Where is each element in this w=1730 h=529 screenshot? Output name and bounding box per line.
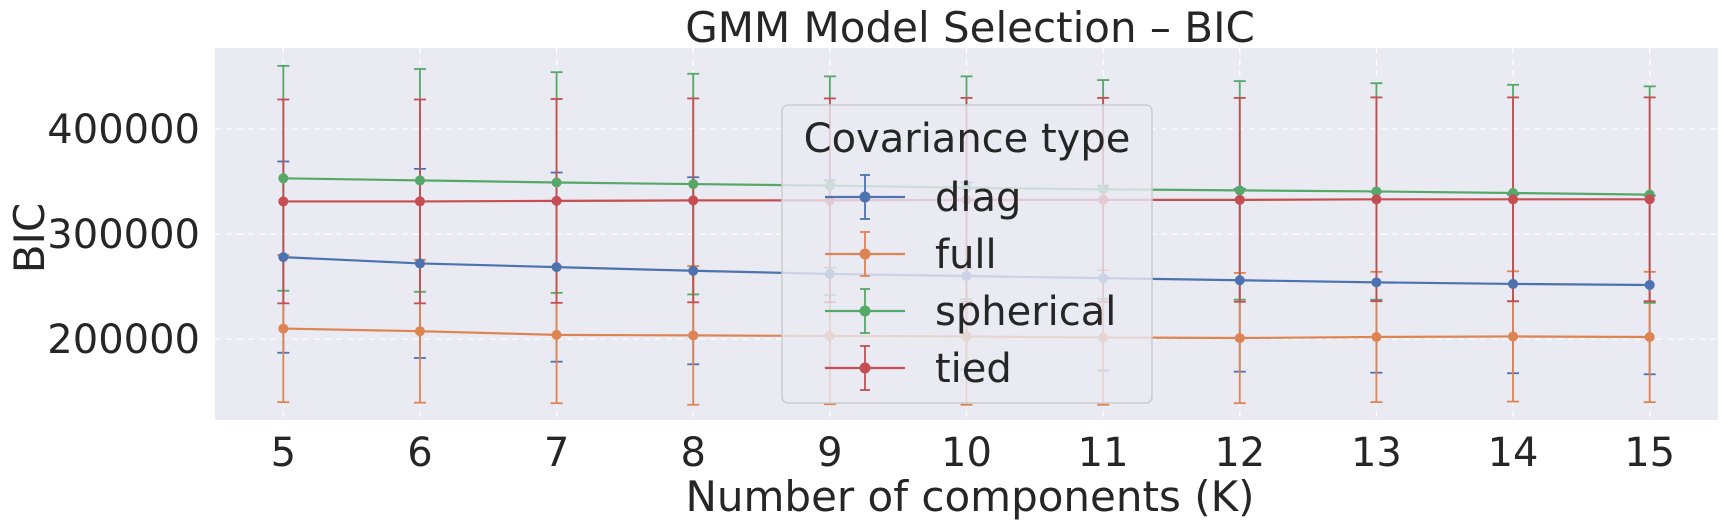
legend-label-full: full [935, 232, 997, 278]
legend: Covariance type diag full spherical tied [781, 104, 1153, 404]
data-point-full [414, 326, 425, 337]
legend-label-spherical: spherical [935, 289, 1116, 335]
data-point-tied [278, 196, 289, 207]
x-axis-ticks: 5 6 7 8 9 10 11 12 13 14 15 [271, 430, 1676, 476]
data-point-spherical [278, 173, 289, 184]
data-point-spherical [1234, 185, 1245, 196]
chart-title: GMM Model Selection – BIC [685, 3, 1255, 52]
data-point-full [1508, 331, 1519, 342]
x-tick-label: 7 [544, 430, 569, 476]
x-axis-label: Number of components (K) [685, 472, 1254, 521]
data-point-tied [1644, 194, 1655, 205]
data-point-spherical [414, 175, 425, 186]
legend-label-tied: tied [935, 346, 1012, 392]
x-tick-label: 14 [1488, 430, 1539, 476]
y-tick-label: 400000 [47, 107, 200, 153]
legend-items: diag full spherical tied [825, 174, 1116, 392]
x-tick-label: 15 [1624, 430, 1675, 476]
data-point-diag [1234, 275, 1245, 286]
x-tick-label: 12 [1214, 430, 1265, 476]
x-tick-label: 13 [1351, 430, 1402, 476]
y-tick-label: 300000 [47, 212, 200, 258]
data-point-tied [551, 195, 562, 206]
data-point-diag [278, 252, 289, 263]
data-point-full [1371, 331, 1382, 342]
x-tick-label: 6 [407, 430, 432, 476]
data-point-spherical [688, 179, 699, 190]
data-point-full [1234, 333, 1245, 344]
data-point-diag [551, 262, 562, 273]
y-axis-ticks: 200000 300000 400000 [47, 107, 200, 363]
y-tick-label: 200000 [47, 317, 200, 363]
data-point-tied [1234, 194, 1245, 205]
legend-marker-spherical [859, 305, 871, 317]
legend-title: Covariance type [804, 116, 1131, 162]
y-axis-label: BIC [5, 203, 54, 274]
data-point-tied [414, 196, 425, 207]
data-point-spherical [551, 177, 562, 188]
data-point-diag [1508, 278, 1519, 289]
data-point-full [278, 323, 289, 334]
legend-marker-diag [859, 191, 871, 203]
data-point-tied [1371, 194, 1382, 205]
data-point-tied [688, 195, 699, 206]
x-tick-label: 9 [817, 430, 842, 476]
data-point-full [688, 330, 699, 341]
legend-marker-full [859, 248, 871, 260]
data-point-full [551, 329, 562, 340]
data-point-diag [688, 265, 699, 276]
data-point-full [1644, 331, 1655, 342]
legend-marker-tied [859, 362, 871, 374]
x-tick-label: 10 [941, 430, 992, 476]
data-point-diag [1371, 277, 1382, 288]
x-tick-label: 11 [1078, 430, 1129, 476]
x-tick-label: 8 [681, 430, 706, 476]
data-point-tied [1508, 194, 1519, 205]
legend-label-diag: diag [935, 175, 1021, 221]
x-tick-label: 5 [271, 430, 296, 476]
legend-box [781, 104, 1153, 404]
data-point-diag [414, 258, 425, 269]
data-point-diag [1644, 279, 1655, 290]
data-point-spherical [1371, 186, 1382, 197]
